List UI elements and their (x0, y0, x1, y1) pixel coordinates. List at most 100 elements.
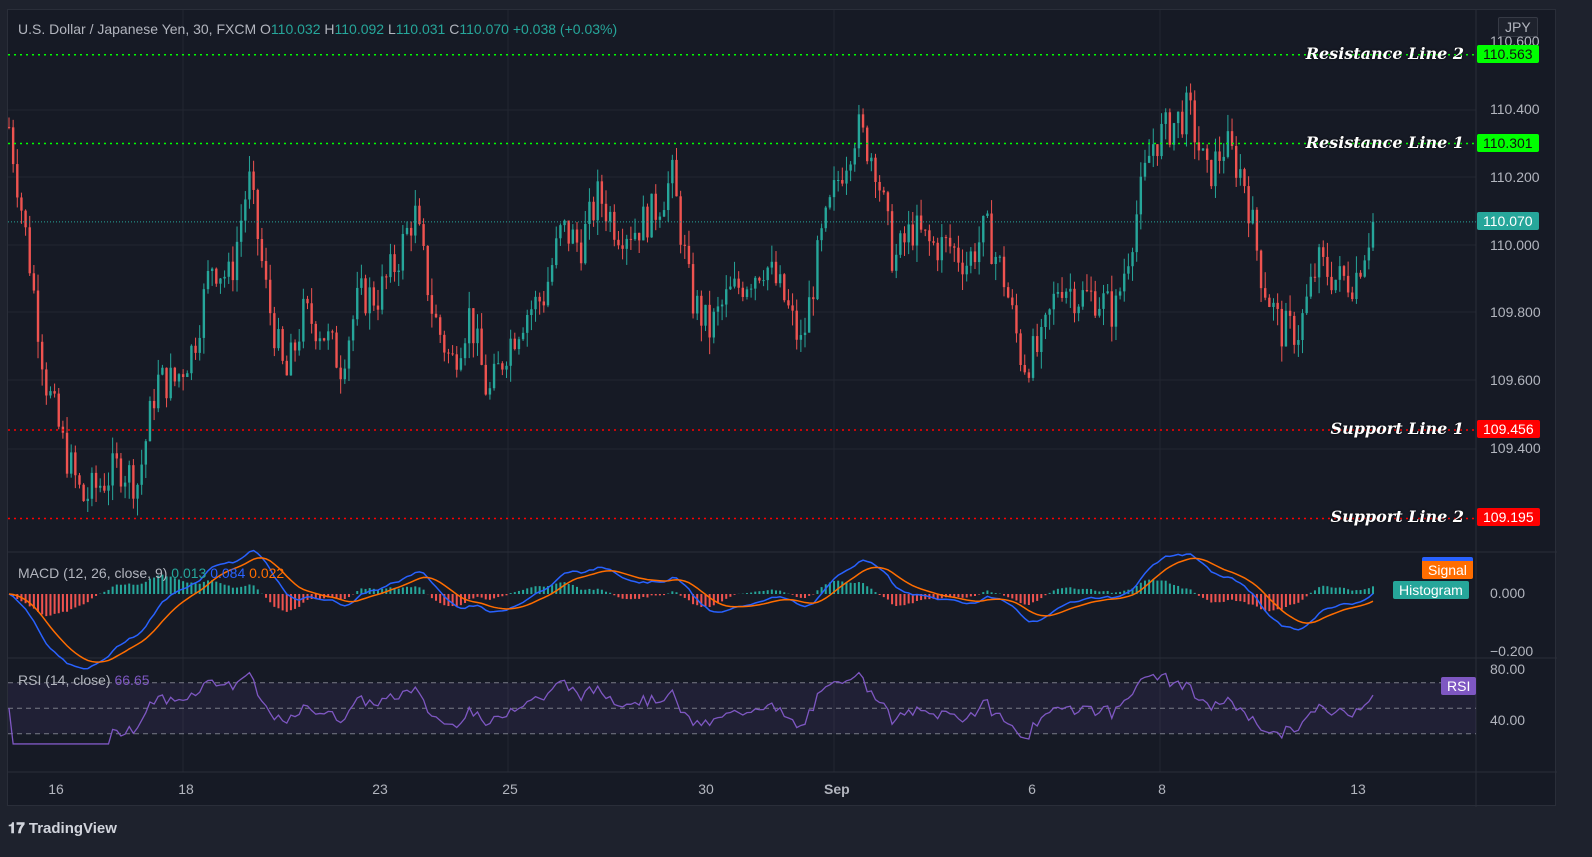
candle (480, 328, 483, 365)
candle (924, 229, 927, 231)
candle (476, 328, 479, 344)
candle (1330, 276, 1333, 291)
candle (915, 215, 919, 246)
rsi-axis-label: 40.00 (1490, 712, 1526, 728)
candle (351, 319, 355, 341)
candle (186, 373, 189, 378)
symbol-legend: U.S. Dollar / Japanese Yen, 30, FXCM O11… (18, 21, 617, 37)
candle (190, 345, 193, 374)
price-axis-label: 109.800 (1490, 304, 1541, 321)
currency-button[interactable]: JPY (1498, 17, 1538, 37)
time-axis-label: 25 (502, 781, 518, 797)
candle (696, 295, 699, 314)
chart-canvas[interactable] (8, 10, 1557, 807)
candle (621, 245, 624, 249)
candle (32, 273, 36, 291)
candle (1355, 272, 1358, 300)
candle (426, 245, 429, 296)
candle (1214, 151, 1217, 187)
candle (1156, 144, 1159, 157)
candle (613, 211, 616, 240)
candle (1338, 266, 1342, 280)
candle (302, 298, 305, 342)
candle (273, 313, 276, 349)
candle (874, 157, 877, 182)
candle (451, 353, 454, 355)
candle (857, 114, 861, 149)
candle (957, 247, 960, 263)
level-price-tag: 110.563 (1477, 44, 1539, 63)
tradingview-logo[interactable]: 𝟏𝟕 TradingView (8, 820, 117, 837)
candle (820, 228, 823, 241)
candle (1102, 293, 1105, 309)
candle (447, 352, 450, 354)
candle (318, 338, 322, 342)
candle (227, 261, 230, 277)
candle (770, 261, 774, 268)
candle (679, 196, 682, 245)
candle (1168, 112, 1172, 145)
candle (584, 223, 587, 264)
level-label: Resistance Line 2 (1305, 43, 1464, 63)
level-label: Support Line 2 (1330, 507, 1464, 527)
candle (123, 482, 127, 487)
candle (53, 391, 56, 394)
close-label: C (449, 21, 460, 37)
price-axis-label: 109.400 (1490, 440, 1541, 456)
candle (16, 164, 19, 198)
candle (878, 181, 881, 191)
candle (895, 254, 898, 271)
candle (1023, 365, 1026, 373)
candle (65, 432, 69, 474)
candle (235, 241, 239, 281)
candle (380, 276, 384, 310)
low-label: L (387, 21, 396, 37)
candle (1305, 296, 1308, 314)
candle (1106, 291, 1109, 294)
candle (509, 338, 512, 366)
candle (982, 215, 985, 243)
candle (1056, 291, 1060, 294)
rsi-title: RSI (14, close) (18, 672, 111, 688)
candle (986, 213, 989, 216)
candle (397, 270, 400, 273)
candle (1011, 297, 1014, 306)
time-axis-label: 18 (178, 781, 194, 797)
candle (555, 238, 558, 266)
candle (886, 192, 890, 212)
candle (534, 296, 537, 310)
candle (289, 342, 293, 376)
macd-axis-label: −0.200 (1490, 643, 1534, 659)
candle (538, 296, 541, 302)
candle (1268, 297, 1271, 307)
change-value: +0.038 (+0.03%) (512, 21, 618, 37)
time-axis-label: 16 (48, 781, 64, 797)
candle (1255, 209, 1259, 251)
candle (795, 310, 798, 340)
price-axis-label: 110.200 (1490, 168, 1540, 185)
candle (248, 171, 251, 200)
candle (799, 335, 803, 340)
candle (57, 393, 60, 427)
candle (1197, 142, 1201, 151)
candle (526, 314, 529, 333)
candle (625, 238, 628, 249)
candle (1276, 302, 1279, 309)
candle (1127, 266, 1130, 274)
candle (198, 337, 201, 353)
candle (343, 368, 347, 380)
macd-value: 0.084 (210, 565, 246, 581)
candle (268, 279, 272, 314)
macd-line (8, 549, 1374, 670)
candle (501, 363, 504, 370)
macd-hist-value: 0.013 (171, 565, 207, 581)
chart-container[interactable]: U.S. Dollar / Japanese Yen, 30, FXCM O11… (7, 9, 1557, 807)
candle (592, 201, 595, 221)
candle (1006, 287, 1010, 298)
candle (571, 229, 575, 244)
symbol-title: U.S. Dollar / Japanese Yen, 30, FXCM (18, 21, 257, 37)
candle (1077, 306, 1080, 314)
candle (903, 233, 906, 243)
last-price-tag: 110.070 (1477, 211, 1539, 230)
candle (1085, 290, 1089, 292)
